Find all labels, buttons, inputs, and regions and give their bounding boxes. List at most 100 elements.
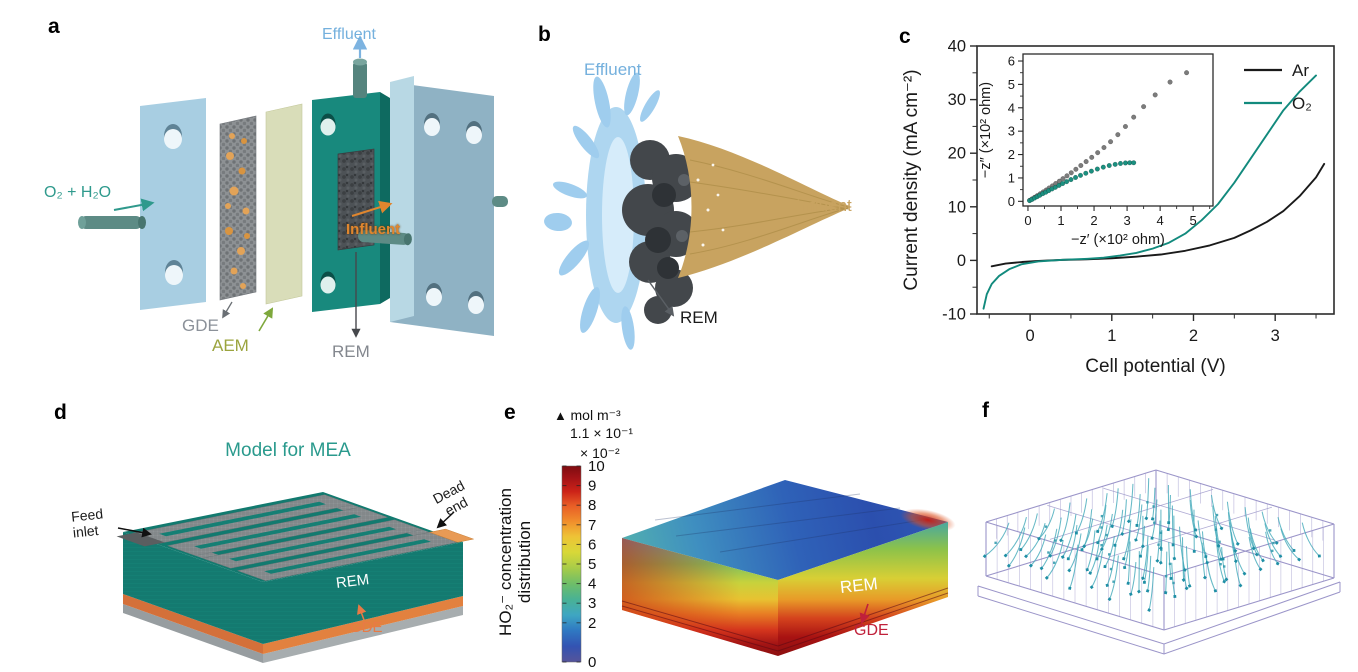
inset-x-axis-label: −z′ (×10² ohm) — [1071, 232, 1165, 248]
panel-f-label: f — [982, 400, 989, 421]
data-point — [1108, 139, 1113, 144]
streamline-arrow-marker — [1172, 543, 1175, 546]
streamline-arrow-marker — [1146, 589, 1150, 593]
streamline — [1157, 521, 1160, 561]
y-tick-label: 10 — [948, 198, 966, 216]
panel-f: f — [970, 392, 1358, 670]
streamline-dot — [1054, 539, 1056, 541]
inset-x-tick-label: 1 — [1057, 213, 1064, 228]
streamline — [1281, 529, 1299, 560]
data-point — [1123, 161, 1128, 166]
effluent-tube — [353, 62, 367, 98]
streamline-arrow-marker — [1067, 557, 1070, 560]
aem-label-a: AEM — [212, 336, 249, 355]
streamline-arrow-marker — [1159, 561, 1163, 565]
data-point — [1168, 80, 1173, 85]
x-axis-label: Cell potential (V) — [1085, 356, 1225, 377]
x-tick-label: 0 — [1026, 327, 1035, 345]
inset-x-tick-label: 4 — [1157, 213, 1164, 228]
rem-label-e: REM — [839, 574, 879, 597]
streamline — [1146, 478, 1148, 518]
streamline-dot — [1219, 563, 1221, 565]
streamline-arrow-marker — [1167, 528, 1170, 531]
colorbar-max-value: 1.1 × 10⁻¹ — [570, 426, 633, 442]
data-point — [1131, 160, 1136, 165]
effluent-label-a: Effluent — [322, 26, 376, 44]
streamline-arrow-marker — [1167, 521, 1170, 524]
concentration-axis-label: HO₂⁻ concentration distribution — [496, 452, 536, 672]
streamline-arrow-marker — [1096, 541, 1099, 544]
streamline — [1172, 505, 1173, 544]
legend-label-O₂: O₂ — [1292, 94, 1312, 113]
streamline — [1206, 552, 1216, 591]
streamline-arrow-marker — [1141, 544, 1145, 548]
colorbar-tick-label: 9 — [588, 478, 596, 495]
gde-label-a: GDE — [182, 316, 219, 335]
legend-label-Ar: Ar — [1292, 61, 1309, 80]
streamline-arrow-marker — [1143, 581, 1146, 584]
data-point — [1102, 145, 1107, 150]
streamline-arrow-marker — [1222, 557, 1225, 560]
data-point — [1069, 170, 1074, 175]
inset-y-tick-label: 3 — [1008, 124, 1015, 139]
colorbar-scale: × 10⁻² — [580, 446, 620, 462]
data-point — [1184, 70, 1189, 75]
streamline-dot — [1100, 544, 1102, 546]
feed-label: O₂ + H₂O — [44, 184, 111, 202]
streamline-arrow-marker — [1134, 538, 1137, 541]
streamline-arrow-marker — [1059, 538, 1063, 542]
y-tick-label: 20 — [948, 145, 966, 163]
influent-label-b: Influent — [796, 196, 852, 215]
streamline-arrow-marker — [1236, 542, 1240, 546]
streamline — [1148, 556, 1151, 591]
streamline-arrow-marker — [1096, 557, 1099, 560]
data-point — [1141, 104, 1146, 109]
streamline-arrow-marker — [1139, 555, 1142, 558]
data-point — [1113, 162, 1118, 167]
panel-e-label: e — [504, 402, 516, 423]
streamline-arrow-marker — [1088, 571, 1092, 575]
streamline — [1112, 488, 1118, 526]
data-point — [1123, 124, 1128, 129]
streamline-arrow-marker — [1068, 587, 1071, 590]
streamline-dot — [1047, 551, 1049, 553]
rem-label-b: REM — [680, 308, 718, 327]
streamline-dot — [1152, 505, 1154, 507]
colorbar-tick-label: 0 — [588, 654, 596, 671]
aem-pointer-arrow — [259, 309, 272, 331]
legend: Ar O₂ — [1244, 61, 1312, 113]
rem-label-a: REM — [332, 342, 370, 361]
streamline-arrow-marker — [1214, 589, 1217, 592]
data-point — [1095, 150, 1100, 155]
streamline-dot — [1146, 501, 1148, 503]
data-point — [1073, 175, 1078, 180]
streamline-arrow-marker — [1080, 548, 1083, 551]
end-plate-right — [390, 76, 508, 336]
x-tick-label: 3 — [1271, 327, 1280, 345]
streamline-arrow-marker — [1137, 590, 1141, 594]
streamline-arrow-marker — [1173, 557, 1177, 561]
streamline-dot — [1271, 550, 1273, 552]
y-tick-label: 30 — [948, 91, 966, 109]
streamline-arrow-marker — [1126, 582, 1129, 585]
data-point — [1079, 163, 1084, 168]
y-axis-label: Current density (mA cm⁻²) — [901, 69, 922, 290]
streamline-arrow-marker — [1150, 537, 1153, 540]
concentration-axis-line1: HO₂⁻ concentration — [496, 452, 515, 672]
panel-b-label: b — [538, 24, 551, 45]
inset-y-tick-label: 6 — [1008, 54, 1015, 69]
colorbar-tick-label: 5 — [588, 556, 596, 573]
inset-y-axis-label: −z″ (×10² ohm) — [978, 82, 994, 178]
inset-y-tick-label: 5 — [1008, 77, 1015, 92]
streamline-dot — [1165, 575, 1167, 577]
inset-y-tick-label: 4 — [1008, 100, 1015, 115]
streamline-dot — [1110, 568, 1112, 570]
streamline-dot — [1215, 528, 1217, 530]
data-point — [1069, 177, 1074, 182]
streamline-dot — [1216, 514, 1218, 516]
streamline-dot — [1105, 534, 1107, 536]
streamline-render — [970, 400, 1358, 672]
panel-d: d Model for MEA Feed inlet Dead end REM … — [38, 392, 493, 670]
